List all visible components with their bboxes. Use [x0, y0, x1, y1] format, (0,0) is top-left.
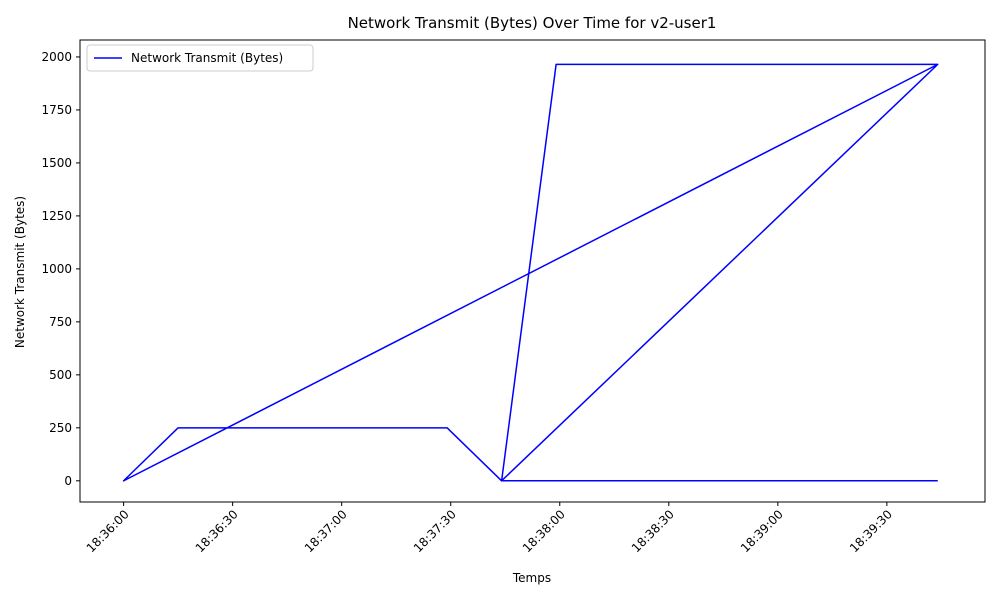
- y-tick-label: 1250: [41, 209, 72, 223]
- y-tick-label: 2000: [41, 50, 72, 64]
- y-tick-label: 0: [64, 474, 72, 488]
- y-tick-label: 1500: [41, 156, 72, 170]
- x-axis-label: Temps: [512, 571, 551, 585]
- y-tick-label: 500: [49, 368, 72, 382]
- y-tick-label: 750: [49, 315, 72, 329]
- plot-area: [79, 39, 986, 503]
- legend-box: [86, 44, 314, 72]
- y-tick-label: 250: [49, 421, 72, 435]
- y-tick-label: 1000: [41, 262, 72, 276]
- y-axis-label: Network Transmit (Bytes): [13, 196, 27, 348]
- y-tick-label: 1750: [41, 103, 72, 117]
- legend-label: Network Transmit (Bytes): [131, 51, 283, 65]
- chart-title: Network Transmit (Bytes) Over Time for v…: [348, 14, 717, 32]
- y-axis-ticks: 0 250 500 750 1000 1250 1500 1750 2000: [41, 50, 80, 488]
- series-line-0: [122, 63, 939, 482]
- axes-frame: [79, 39, 986, 503]
- legend: Network Transmit (Bytes): [86, 44, 314, 72]
- series-layer: [122, 63, 939, 482]
